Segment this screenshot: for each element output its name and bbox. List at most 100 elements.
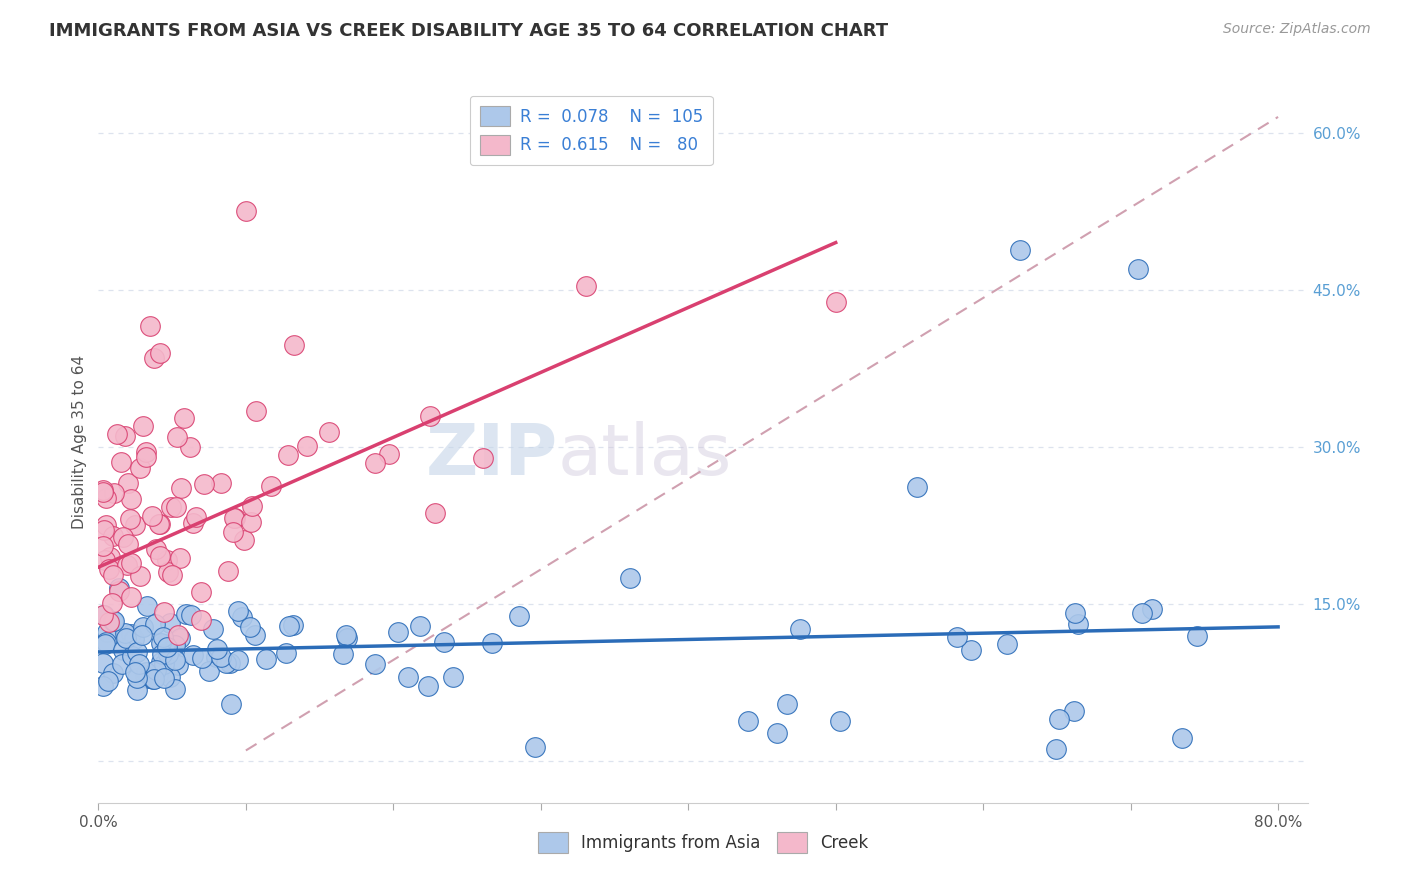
Point [824,295,846,310]
Point [94,552,117,566]
Point [416,679,439,693]
Point [170,481,193,495]
Point [135,599,157,614]
Point [167,628,190,642]
Point [125,645,148,659]
Point [136,671,159,685]
Point [318,425,340,440]
Point [423,506,446,520]
Point [260,479,283,493]
Point [905,479,928,493]
Point [114,429,136,443]
Point [91,656,114,670]
Point [1045,741,1067,756]
Point [219,697,242,711]
Point [441,670,464,684]
Point [159,616,181,631]
Point [240,515,263,529]
Point [945,631,967,645]
Point [335,628,357,642]
Point [108,581,131,595]
Point [153,605,176,619]
Point [575,279,598,293]
Point [277,618,299,632]
Point [226,604,249,618]
Point [789,622,811,636]
Point [124,665,146,680]
Point [110,455,132,469]
Y-axis label: Disability Age 35 to 64: Disability Age 35 to 64 [72,354,87,529]
Point [167,658,190,673]
Point [166,429,188,443]
Point [174,607,197,622]
Point [240,499,263,513]
Point [181,648,204,663]
Point [378,447,401,461]
Point [1067,616,1090,631]
Point [145,663,167,677]
Point [235,204,257,219]
Point [131,418,153,433]
Point [157,647,180,661]
Point [215,657,238,671]
Point [93,608,115,623]
Point [103,614,125,628]
Point [1185,629,1208,643]
Point [122,632,145,647]
Point [135,665,157,680]
Point [120,590,142,604]
Point [830,714,852,728]
Point [135,450,157,465]
Point [387,625,409,640]
Point [1047,712,1070,726]
Point [163,653,186,667]
Point [94,635,117,649]
Point [209,476,232,491]
Point [737,714,759,729]
Point [128,460,150,475]
Point [135,445,157,459]
Point [283,338,305,352]
Point [201,622,224,636]
Point [238,620,260,634]
Point [191,651,214,665]
Point [204,649,226,664]
Point [121,556,143,570]
Point [101,666,124,681]
Point [96,491,118,506]
Point [276,646,298,660]
Point [149,636,172,650]
Point [179,440,201,454]
Point [419,409,441,424]
Point [149,655,172,669]
Point [226,653,249,667]
Point [408,619,430,633]
Point [134,667,156,681]
Point [91,485,114,500]
Point [152,657,174,671]
Point [153,671,176,685]
Point [145,542,167,557]
Point [232,533,254,547]
Point [97,673,120,688]
Point [277,448,299,462]
Point [181,516,204,530]
Point [127,683,149,698]
Point [115,631,138,645]
Point [141,509,163,524]
Point [120,492,142,507]
Point [184,509,207,524]
Point [91,679,114,693]
Point [103,486,125,500]
Point [111,530,134,544]
Point [149,549,172,564]
Point [156,565,179,579]
Point [165,500,187,515]
Point [94,518,117,533]
Point [1130,606,1153,620]
Point [245,403,267,417]
Point [205,641,228,656]
Point [143,351,166,365]
Point [149,516,172,531]
Point [148,517,170,532]
